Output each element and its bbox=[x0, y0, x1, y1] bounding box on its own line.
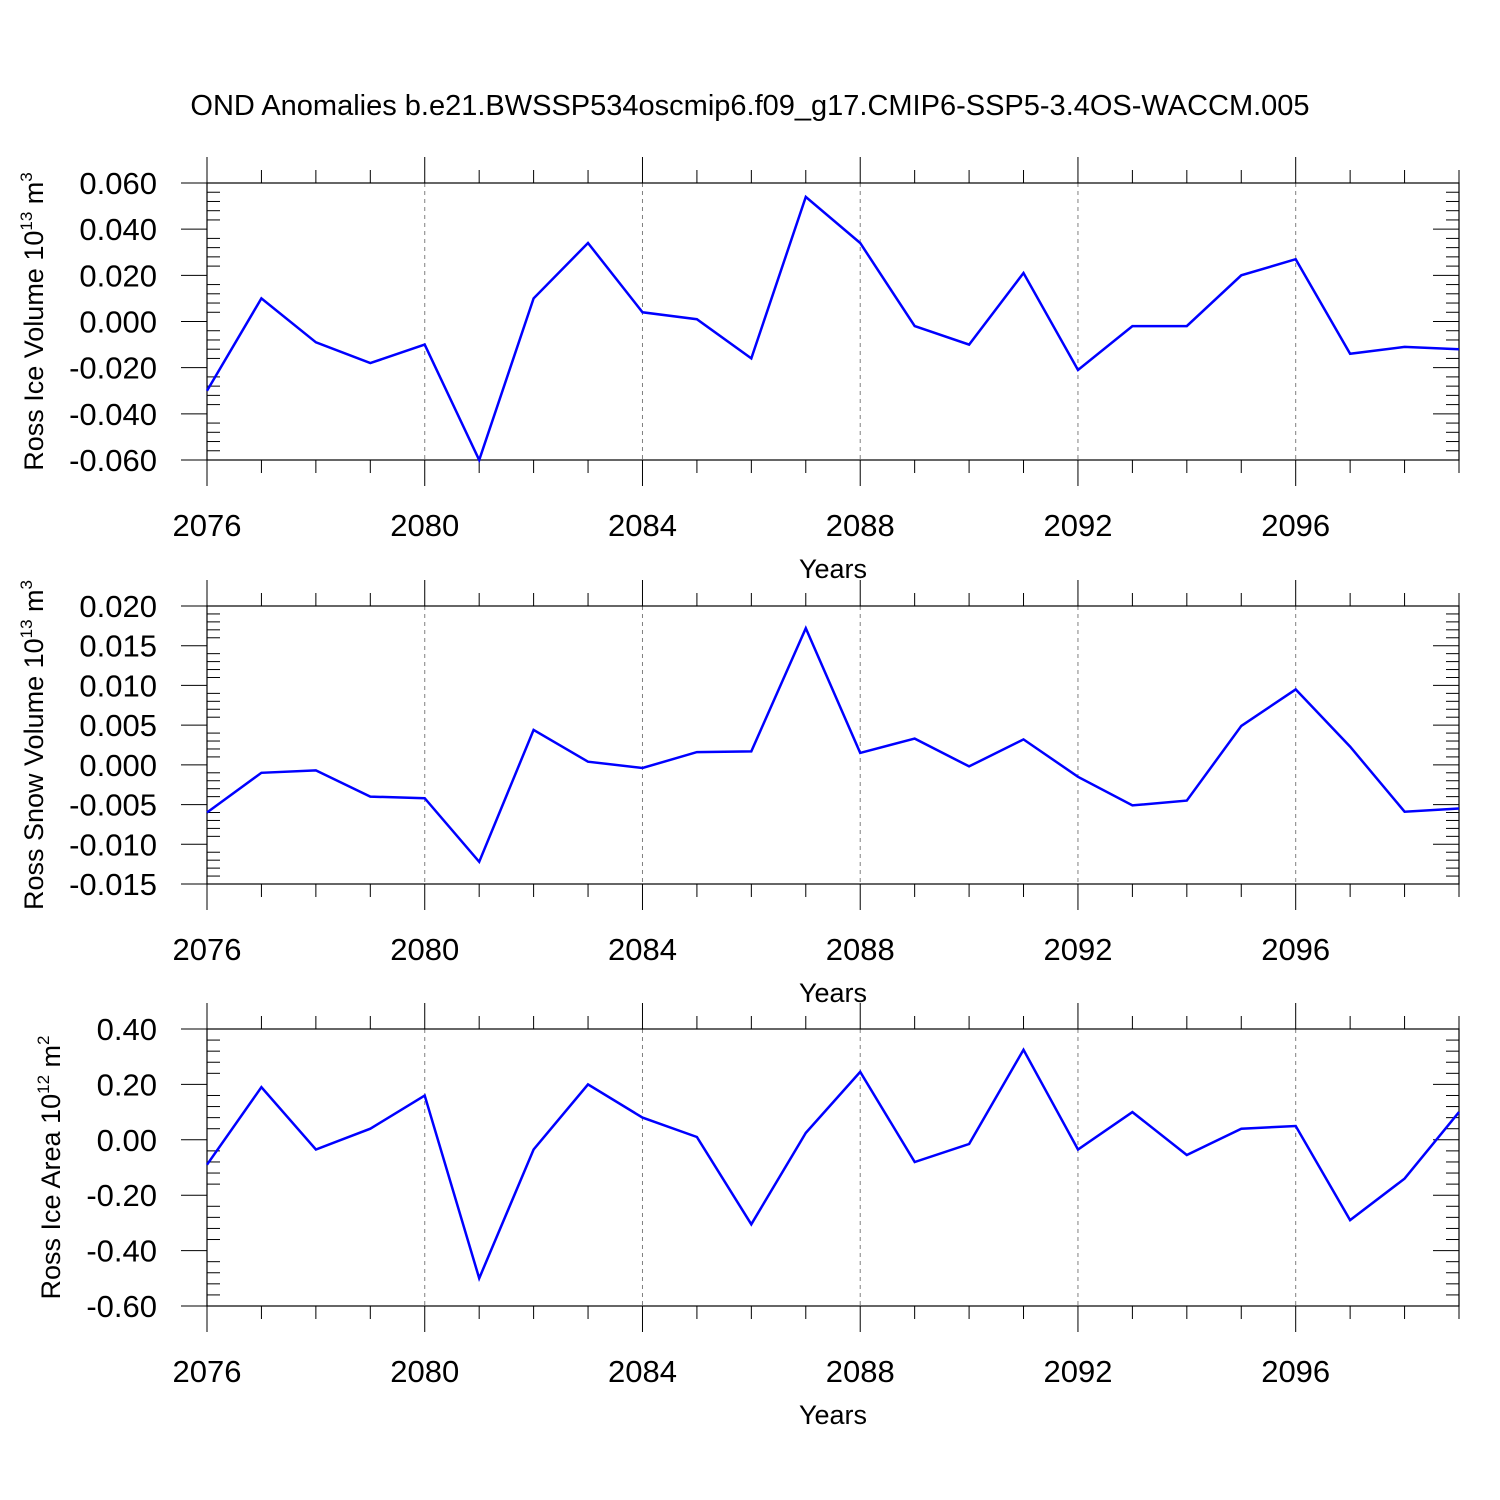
x-axis-label: Years bbox=[799, 978, 867, 1008]
plot-frame bbox=[206, 1028, 1460, 1307]
figure-title: OND Anomalies b.e21.BWSSP534oscmip6.f09_… bbox=[190, 90, 1310, 122]
y-tick-label: -0.020 bbox=[69, 351, 157, 386]
x-tick-label: 2088 bbox=[826, 1354, 895, 1389]
x-tick-label: 2076 bbox=[173, 1354, 242, 1389]
y-axis-label-exponent: 13 bbox=[17, 212, 36, 231]
y-tick-label: 0.010 bbox=[79, 668, 157, 703]
y-tick-label: -0.040 bbox=[69, 397, 157, 432]
y-tick-label: 0.015 bbox=[79, 629, 157, 664]
x-tick-label: 2092 bbox=[1043, 1354, 1112, 1389]
y-axis-label-unit-exponent: 3 bbox=[17, 580, 36, 589]
y-axis-label-unit-exponent: 2 bbox=[34, 1035, 53, 1044]
y-tick-label: 0.040 bbox=[79, 212, 157, 247]
x-tick-label: 2076 bbox=[173, 508, 242, 543]
x-axis-label: Years bbox=[799, 1400, 867, 1430]
x-tick-label: 2096 bbox=[1261, 508, 1330, 543]
x-tick-label: 2084 bbox=[608, 932, 677, 967]
y-tick-label: -0.40 bbox=[86, 1234, 157, 1269]
y-tick-label: 0.00 bbox=[97, 1123, 157, 1158]
y-axis-label-unit-exponent: 3 bbox=[17, 172, 36, 181]
panel-ross-ice-volume: -0.060 -0.040 -0.020 0.000 0.020 0.040 0.060 20… bbox=[17, 157, 1460, 584]
y-tick-label: 0.020 bbox=[79, 589, 157, 624]
y-tick-label: -0.015 bbox=[69, 867, 157, 902]
y-tick-label: 0.005 bbox=[79, 708, 157, 743]
y-axis-label-exponent: 12 bbox=[34, 1075, 53, 1094]
panel-ross-snow-volume: -0.015 -0.010 -0.005 0.000 0.005 0.010 0.015 0.… bbox=[17, 580, 1460, 1008]
x-tick-label: 2080 bbox=[390, 508, 459, 543]
y-axis-label-main: Ross Ice Area 10 bbox=[36, 1094, 66, 1300]
y-axis-label: Ross Ice Volume 1013 m3 bbox=[17, 172, 49, 471]
series-line bbox=[205, 1047, 1460, 1282]
plot-frame bbox=[206, 605, 1460, 885]
x-tick-label: 2088 bbox=[826, 508, 895, 543]
y-tick-label: 0.000 bbox=[79, 748, 157, 783]
y-axis-label-unit: m bbox=[19, 182, 49, 212]
y-tick-label: 0.020 bbox=[79, 258, 157, 293]
y-tick-label: 0.40 bbox=[97, 1012, 157, 1047]
x-tick-label: 2088 bbox=[826, 932, 895, 967]
y-tick-label: -0.060 bbox=[69, 443, 157, 478]
plot-frame bbox=[206, 182, 1460, 461]
y-tick-label: -0.60 bbox=[86, 1289, 157, 1324]
x-tick-label: 2096 bbox=[1261, 1354, 1330, 1389]
panel-ross-ice-area: -0.60 -0.40 -0.20 0.00 0.20 0.40 2076 2080 2084 2… bbox=[34, 1003, 1460, 1430]
y-axis-label: Ross Ice Area 1012 m2 bbox=[34, 1035, 66, 1299]
x-tick-label: 2080 bbox=[390, 932, 459, 967]
y-axis-label-exponent: 13 bbox=[17, 619, 36, 638]
y-tick-label: 0.060 bbox=[79, 166, 157, 201]
x-tick-label: 2080 bbox=[390, 1354, 459, 1389]
x-axis-label: Years bbox=[799, 554, 867, 584]
y-tick-label: -0.010 bbox=[69, 827, 157, 862]
y-tick-label: 0.20 bbox=[97, 1067, 157, 1102]
x-tick-label: 2092 bbox=[1043, 932, 1112, 967]
y-tick-label: 0.000 bbox=[79, 305, 157, 340]
series-line bbox=[205, 194, 1460, 464]
y-axis-label-unit: m bbox=[19, 589, 49, 619]
x-tick-label: 2076 bbox=[173, 932, 242, 967]
y-axis-label: Ross Snow Volume 1013 m3 bbox=[17, 580, 49, 910]
x-tick-label: 2084 bbox=[608, 508, 677, 543]
y-tick-label: -0.20 bbox=[86, 1178, 157, 1213]
x-tick-label: 2096 bbox=[1261, 932, 1330, 967]
y-axis-label-main: Ross Snow Volume 10 bbox=[19, 638, 49, 910]
y-tick-label: -0.005 bbox=[69, 788, 157, 823]
x-tick-label: 2084 bbox=[608, 1354, 677, 1389]
y-axis-label-main: Ross Ice Volume 10 bbox=[19, 231, 49, 471]
series-line bbox=[206, 625, 1460, 865]
y-axis-label-unit: m bbox=[36, 1045, 66, 1075]
x-tick-label: 2092 bbox=[1043, 508, 1112, 543]
